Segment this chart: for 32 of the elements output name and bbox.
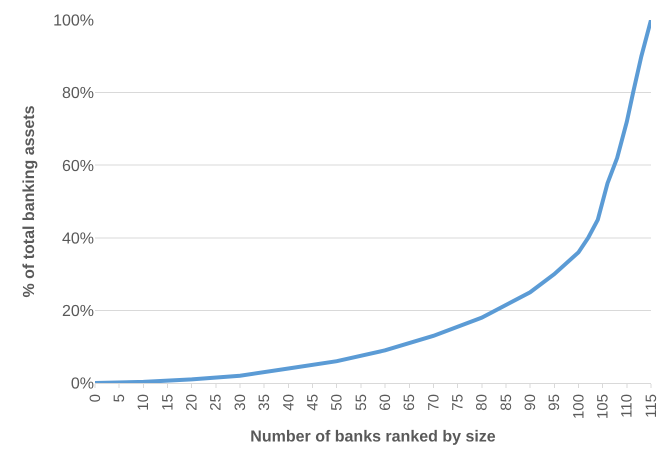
x-axis-title: Number of banks ranked by size — [250, 428, 496, 446]
x-tick-label: 65 — [401, 394, 418, 411]
y-tick-label: 60% — [62, 158, 94, 175]
x-tick-label: 35 — [256, 394, 274, 411]
y-tick-label: 0% — [70, 376, 94, 393]
x-tick-label: 50 — [328, 394, 346, 411]
x-tick-label: 5 — [111, 394, 128, 402]
x-tick-label: 55 — [352, 394, 370, 411]
x-tick-label: 10 — [135, 394, 152, 411]
x-tick-label: 15 — [159, 394, 176, 411]
y-tick-label: 80% — [62, 85, 94, 102]
y-tick-label: 100% — [53, 12, 94, 30]
y-tick-label: 40% — [62, 230, 94, 248]
x-tick-label: 85 — [498, 394, 515, 411]
x-tick-label: 20 — [184, 394, 201, 411]
x-tick-label: 80 — [474, 394, 491, 411]
x-tick-label: 95 — [546, 394, 564, 411]
y-tick-label: 20% — [62, 303, 94, 320]
x-tick-label: 30 — [232, 394, 249, 411]
x-tick-label: 110 — [618, 394, 636, 418]
x-tick-label: 105 — [594, 394, 612, 420]
x-tick-label: 100 — [570, 394, 588, 420]
y-axis-title: % of total banking assets — [20, 105, 38, 298]
x-tick-label: 40 — [280, 394, 298, 411]
x-tick-label: 75 — [449, 394, 466, 411]
x-tick-label: 45 — [304, 394, 322, 411]
x-tick-label: 70 — [425, 394, 442, 411]
x-tick-label: 60 — [376, 394, 394, 411]
x-tick-label: 0 — [86, 394, 104, 402]
x-tick-label: 90 — [522, 394, 540, 411]
x-tick-label: 115 — [642, 394, 660, 418]
x-tick-label: 25 — [208, 394, 225, 411]
